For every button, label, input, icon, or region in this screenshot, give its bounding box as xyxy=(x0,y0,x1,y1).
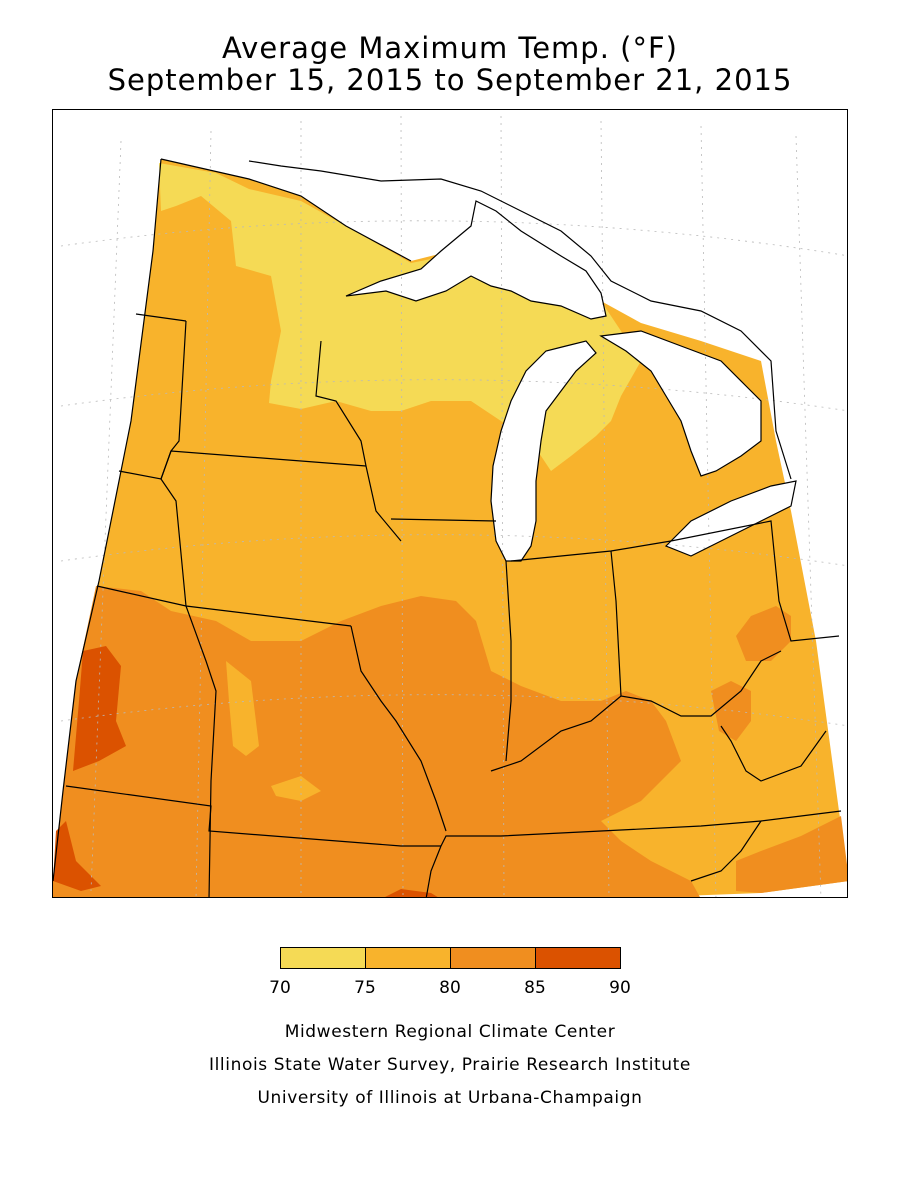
map-gridlines xyxy=(60,115,847,897)
lake-outlines xyxy=(248,160,797,562)
credit-mrcc: Midwestern Regional Climate Center xyxy=(284,1022,616,1042)
region-85-90-southwest xyxy=(53,821,101,891)
region-85-90-south xyxy=(385,889,438,897)
map-date-range: September 15, 2015 to September 21, 2015 xyxy=(107,63,793,97)
lake-michigan xyxy=(491,341,596,561)
lake-erie xyxy=(666,481,796,556)
temperature-map xyxy=(53,111,847,897)
state-borders xyxy=(53,158,842,897)
credit-uiuc: University of Illinois at Urbana-Champai… xyxy=(257,1088,643,1108)
legend-tick-label: 75 xyxy=(354,978,376,998)
region-80-85-southeast xyxy=(736,816,847,893)
lake-huron xyxy=(601,331,761,476)
region-85-90-kansas xyxy=(73,646,126,771)
legend-tick-label: 85 xyxy=(524,978,546,998)
credit-isws: Illinois State Water Survey, Prairie Res… xyxy=(209,1055,691,1075)
region-75-80-missouri xyxy=(226,661,259,756)
color-legend xyxy=(280,947,621,971)
region-75-80-missouri2 xyxy=(271,776,321,801)
legend-tick-label: 70 xyxy=(269,978,291,998)
legend-swatch-85-90 xyxy=(535,947,621,969)
legend-swatch-80-85 xyxy=(450,947,536,969)
lake-superior xyxy=(346,201,606,319)
region-80-85 xyxy=(53,586,700,897)
canada-land xyxy=(249,111,847,479)
region-80-85-ohio xyxy=(736,606,791,661)
legend-tick-label: 90 xyxy=(609,978,631,998)
legend-tick-label: 80 xyxy=(439,978,461,998)
legend-swatch-75-80 xyxy=(365,947,451,969)
legend-swatch-70-75 xyxy=(280,947,366,969)
map-frame xyxy=(52,109,848,898)
map-title: Average Maximum Temp. (°F) xyxy=(222,31,678,65)
